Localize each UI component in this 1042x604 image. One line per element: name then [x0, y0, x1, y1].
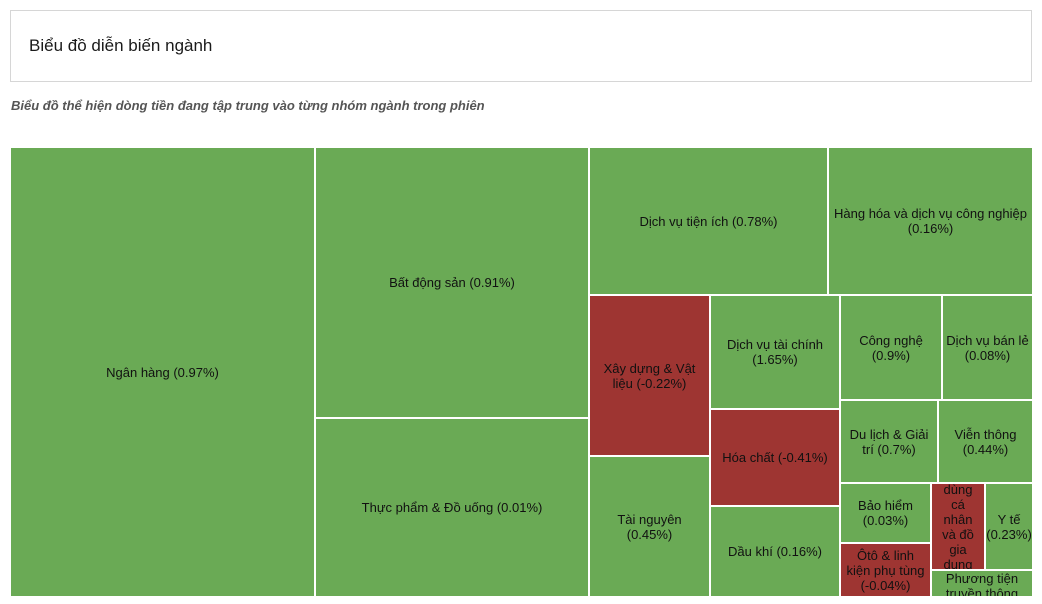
treemap-tile-do-dung-ca-nhan-va-do-gia-dung[interactable]: Đồ dùng cá nhân và đồ gia dụng (-0.7%) — [931, 483, 985, 570]
page-title: Biểu đồ diễn biến ngành — [29, 36, 213, 55]
treemap-tile-vien-thong[interactable]: Viễn thông (0.44%) — [938, 400, 1033, 483]
treemap-tile-bao-hiem[interactable]: Bảo hiểm (0.03%) — [840, 483, 931, 543]
treemap-tile-label: Dịch vụ tiện ích (0.78%) — [639, 213, 778, 229]
treemap-tile-label: Dầu khí (0.16%) — [728, 544, 822, 559]
treemap-tile-label: Hàng hóa và dịch vụ công nghiệp (0.16%) — [834, 206, 1027, 236]
treemap-tile-label: Xây dựng & Vật liệu (-0.22%) — [603, 360, 696, 391]
treemap-tile-cong-nghe[interactable]: Công nghệ (0.9%) — [840, 295, 942, 400]
treemap-tile-du-lich-giai-tri[interactable]: Du lịch & Giải trí (0.7%) — [840, 400, 938, 483]
treemap-tile-label: Viễn thông (0.44%) — [954, 426, 1017, 457]
treemap-tile-dau-khi[interactable]: Dầu khí (0.16%) — [710, 506, 840, 597]
treemap-tile-label: Dịch vụ bán lẻ (0.08%) — [946, 332, 1029, 363]
treemap-tile-hang-hoa-va-dich-vu-cong-nghiep[interactable]: Hàng hóa và dịch vụ công nghiệp (0.16%) — [828, 147, 1033, 295]
sector-treemap: Ngân hàng (0.97%) Bất động sản (0.91%) Thự… — [10, 147, 1033, 597]
treemap-tile-label: Bất động sản (0.91%) — [389, 275, 515, 290]
treemap-tile-label: Thực phẩm & Đồ uống (0.01%) — [361, 500, 543, 515]
treemap-tile-label: Tài nguyên (0.45%) — [617, 511, 682, 542]
treemap-tile-phuong-tien-truyen-thong[interactable]: Phương tiện truyền thông (10.36%) — [931, 570, 1033, 597]
treemap-tile-label: Hóa chất (-0.41%) — [722, 450, 828, 465]
header-card: Biểu đồ diễn biến ngành — [10, 10, 1032, 82]
treemap-tile-label: Công nghệ (0.9%) — [859, 332, 923, 363]
treemap-tile-ngan-hang[interactable]: Ngân hàng (0.97%) — [10, 147, 315, 597]
treemap-tile-thuc-pham-do-uong[interactable]: Thực phẩm & Đồ uống (0.01%) — [315, 418, 589, 597]
treemap-tile-bat-dong-san[interactable]: Bất động sản (0.91%) — [315, 147, 589, 418]
treemap-tile-label: Đồ dùng cá nhân và đồ gia dụng (-0.7%) — [942, 483, 974, 570]
treemap-tile-label: Bảo hiểm (0.03%) — [858, 498, 913, 528]
treemap-tile-dich-vu-tai-chinh[interactable]: Dịch vụ tài chính (1.65%) — [710, 295, 840, 409]
treemap-tile-label: Du lịch & Giải trí (0.7%) — [849, 426, 929, 457]
treemap-tile-label: Phương tiện truyền thông (10.36%) — [945, 571, 1019, 597]
treemap-tile-y-te[interactable]: Y tế (0.23%) — [985, 483, 1033, 570]
treemap-tile-label: Y tế (0.23%) — [986, 511, 1032, 542]
treemap-tile-label: Ngân hàng (0.97%) — [106, 364, 219, 380]
treemap-tile-oto-linh-kien-phu-tung[interactable]: Ôtô & linh kiện phụ tùng (-0.04%) — [840, 543, 931, 597]
treemap-tile-hoa-chat[interactable]: Hóa chất (-0.41%) — [710, 409, 840, 506]
chart-subtitle: Biểu đồ thể hiện dòng tiền đang tập trun… — [11, 98, 485, 113]
treemap-tile-dich-vu-ban-le[interactable]: Dịch vụ bán lẻ (0.08%) — [942, 295, 1033, 400]
treemap-tile-xay-dung-vat-lieu[interactable]: Xây dựng & Vật liệu (-0.22%) — [589, 295, 710, 456]
treemap-tile-dich-vu-tien-ich[interactable]: Dịch vụ tiện ích (0.78%) — [589, 147, 828, 295]
treemap-tile-label: Dịch vụ tài chính (1.65%) — [726, 337, 824, 367]
treemap-tile-label: Ôtô & linh kiện phụ tùng (-0.04%) — [846, 547, 925, 593]
treemap-tile-tai-nguyen[interactable]: Tài nguyên (0.45%) — [589, 456, 710, 597]
